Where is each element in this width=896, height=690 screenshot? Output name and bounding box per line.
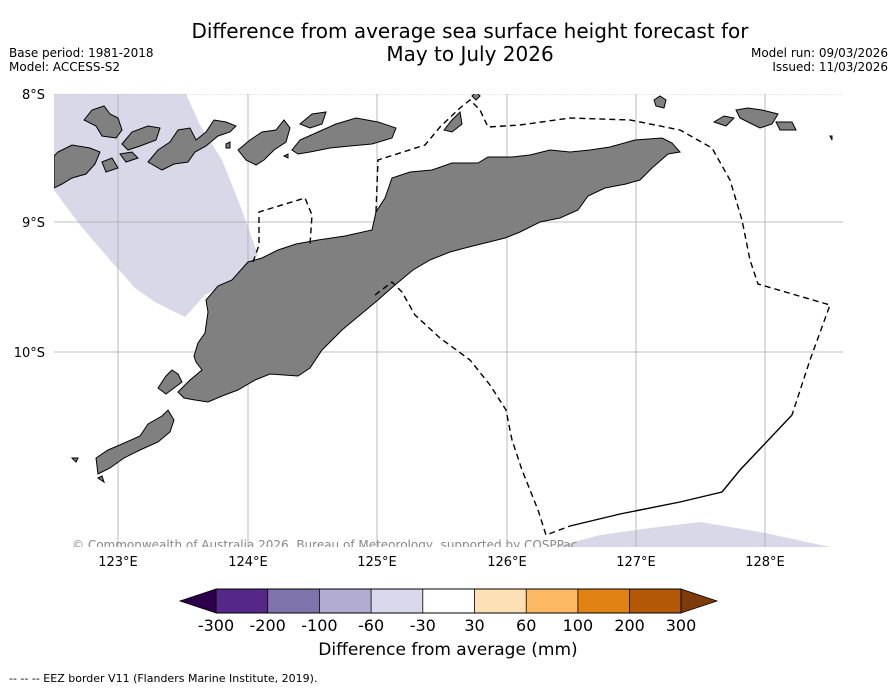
lat-label: 9°S — [22, 216, 45, 231]
model-name: Model: ACCESS-S2 — [9, 60, 121, 74]
eez-border — [375, 99, 831, 416]
romang-island — [291, 117, 397, 155]
colorbar-swatch — [267, 589, 320, 613]
islet — [225, 141, 231, 149]
title-line-2: May to July 2026 — [386, 42, 554, 66]
base-period: Base period: 1981-2018 — [9, 46, 154, 60]
alor-island — [54, 144, 101, 189]
meta-left: Base period: 1981-2018 Model: ACCESS-S2 — [9, 46, 154, 74]
colorbar-tick: -200 — [250, 616, 286, 635]
colorbar-tick: -30 — [410, 616, 436, 635]
wetar-west-island — [147, 119, 237, 171]
colorbar-swatch — [526, 589, 578, 613]
colorbar-tick: 100 — [563, 616, 594, 635]
colorbar-tick: 200 — [614, 616, 645, 635]
map-canvas: © Commonwealth of Australia 2026, Bureau… — [14, 88, 843, 570]
colorbar: -300 -200 -100 -60 -30 30 60 100 200 300 — [178, 588, 719, 635]
copyright-text: © Commonwealth of Australia 2026, Bureau… — [72, 538, 577, 552]
colorbar-tick: -100 — [301, 616, 337, 635]
colorbar-swatch — [422, 589, 475, 613]
islet — [97, 475, 105, 484]
islet — [101, 157, 119, 173]
colorbar-swatch — [319, 589, 372, 613]
islet — [471, 94, 481, 101]
colorbar-tick: -300 — [198, 616, 234, 635]
islet — [299, 111, 327, 129]
anomaly-region-northwest — [54, 94, 258, 317]
islet — [70, 457, 79, 463]
landmasses — [54, 94, 833, 484]
eez-border — [374, 281, 571, 536]
colorbar-swatch — [577, 589, 630, 613]
chart-title: Difference from average sea surface heig… — [150, 20, 790, 66]
eez-footnote: -- -- -- EEZ border V11 (Flanders Marine… — [9, 672, 318, 685]
islet — [443, 110, 463, 133]
colorbar-tick: 60 — [516, 616, 536, 635]
timor-island — [177, 137, 681, 403]
wetar-island — [237, 119, 291, 166]
islet — [653, 95, 667, 109]
colorbar-swatch — [474, 589, 527, 613]
islet — [829, 135, 833, 141]
lat-label: 8°S — [22, 88, 45, 103]
colorbar-swatch — [371, 589, 423, 613]
pantar-island — [83, 105, 123, 139]
colorbar-swatch — [629, 589, 681, 613]
colorbar-dividers — [267, 589, 630, 613]
anomaly-region-southeast — [555, 522, 830, 547]
eez-border-solid — [569, 414, 793, 527]
colorbar-tick: 300 — [666, 616, 697, 635]
lon-label: 126°E — [487, 555, 527, 570]
model-run: Model run: 09/03/2026 — [750, 46, 888, 60]
islet — [282, 153, 289, 159]
babar-island — [735, 107, 779, 129]
lat-label: 10°S — [14, 346, 45, 361]
issued-date: Issued: 11/03/2026 — [772, 60, 888, 74]
roti-island — [95, 409, 175, 475]
meta-right: Model run: 09/03/2026 Issued: 11/03/2026 — [751, 46, 888, 74]
title-line-1: Difference from average sea surface heig… — [191, 19, 749, 43]
lon-label: 125°E — [357, 555, 397, 570]
colorbar-label: Difference from average (mm) — [318, 640, 578, 660]
islet — [775, 121, 797, 131]
lon-label: 124°E — [228, 555, 268, 570]
islet — [712, 115, 736, 127]
islet — [119, 151, 139, 163]
colorbar-tick: -60 — [358, 616, 384, 635]
eez-border — [252, 197, 313, 263]
colorbar-tick: 30 — [464, 616, 484, 635]
atauro-west-island — [121, 125, 161, 151]
lon-label: 123°E — [98, 555, 138, 570]
lon-label: 127°E — [616, 555, 656, 570]
map-area: © Commonwealth of Australia 2026, Bureau… — [54, 94, 843, 552]
colorbar-extend-low — [178, 588, 217, 614]
colorbar-swatch — [216, 589, 268, 613]
lon-label: 128°E — [745, 555, 785, 570]
eez-borders — [252, 99, 831, 536]
colorbar-extend-high — [680, 588, 719, 614]
islet — [157, 369, 183, 395]
colorbar-outline — [215, 588, 682, 614]
